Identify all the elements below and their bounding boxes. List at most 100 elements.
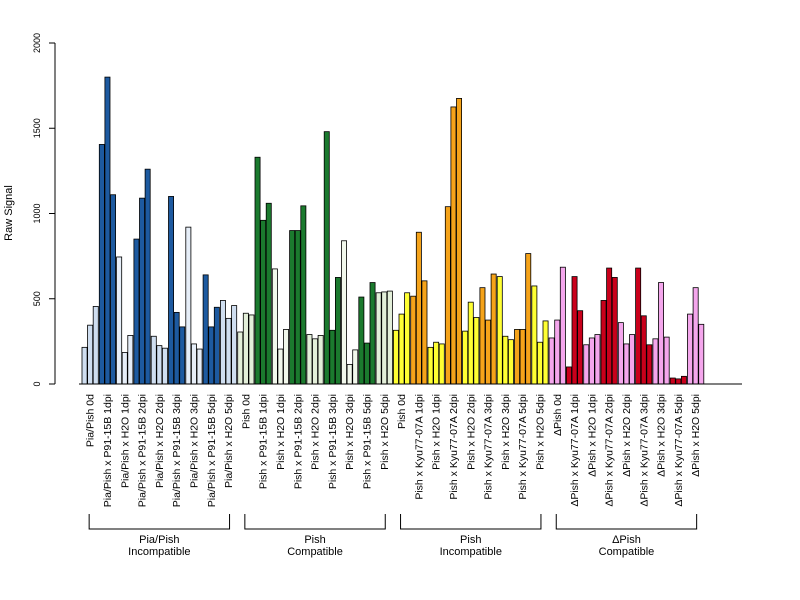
bar	[98, 144, 105, 385]
bar	[658, 282, 664, 385]
bar	[121, 352, 128, 385]
bar	[116, 256, 123, 385]
bar	[450, 106, 457, 385]
x-tick-label: Pish x H2O 5dpi	[534, 394, 546, 470]
bar	[646, 344, 653, 385]
bar	[265, 202, 272, 385]
bar	[323, 131, 330, 385]
bar	[531, 285, 538, 385]
bar	[404, 292, 411, 385]
group-label-line2: Incompatible	[440, 546, 502, 558]
bar	[490, 273, 497, 385]
bar	[156, 345, 163, 385]
bar	[548, 337, 555, 385]
bar	[583, 344, 590, 385]
group-label-line1: Pish	[460, 534, 481, 546]
bar	[300, 205, 307, 385]
bar	[127, 335, 134, 385]
y-axis: 0 500 1000 1500 2000	[32, 33, 56, 387]
bar	[398, 313, 405, 385]
bar	[433, 341, 440, 385]
bar	[681, 375, 687, 385]
bar	[669, 377, 676, 385]
x-tick-label: Pish x P91-15B 3dpi	[327, 394, 339, 489]
bar	[381, 291, 388, 385]
x-tick-label: Pish x Kyu77-07A 5dpi	[517, 394, 529, 500]
x-tick-label: Pish x Kyu77-07A 3dpi	[483, 394, 495, 500]
x-tick-label: Pish x P91-15B 2dpi	[292, 394, 304, 489]
bar	[363, 342, 370, 385]
bar	[190, 343, 197, 385]
bar	[675, 378, 682, 385]
bar	[341, 240, 347, 385]
bar	[334, 277, 341, 385]
x-tick-label: Pish x H2O 5dpi	[379, 394, 391, 470]
x-tick-label: Pish x P91-15B 5dpi	[361, 394, 373, 489]
bar	[260, 219, 267, 385]
bar	[196, 348, 203, 385]
x-tick-label: Pia/Pish x H2O 3dpi	[188, 394, 200, 488]
bar	[502, 335, 509, 385]
x-tick-label: Pish x H2O 2dpi	[310, 394, 322, 470]
group-bracket	[400, 514, 542, 530]
bar	[663, 336, 670, 385]
y-tick-label: 500	[32, 291, 42, 306]
bar	[312, 338, 318, 385]
bar	[514, 329, 520, 385]
x-tick-label: ΔPish x Kyu77-07A 3dpi	[638, 394, 650, 507]
x-tick-label: Pia/Pish x P91-15B 2dpi	[137, 394, 149, 507]
x-tick-label: Pia/Pish x P91-15B 5dpi	[206, 394, 218, 507]
bar	[358, 296, 365, 385]
bar	[652, 338, 659, 385]
bar	[92, 306, 99, 385]
bar	[507, 339, 514, 385]
bar	[352, 349, 359, 385]
bar	[104, 76, 111, 385]
bar	[329, 329, 336, 385]
bar	[692, 287, 699, 385]
bar	[554, 319, 561, 385]
x-tick-label: ΔPish x H2O 2dpi	[621, 394, 633, 477]
bar	[213, 306, 220, 385]
y-axis-label: Raw Signal	[3, 185, 15, 241]
bar	[254, 156, 261, 385]
bar	[519, 329, 526, 385]
bar	[606, 267, 613, 385]
x-tick-label: Pia/Pish x H2O 2dpi	[154, 394, 166, 488]
bar	[542, 320, 549, 385]
bar	[150, 335, 157, 385]
bar	[600, 300, 607, 385]
group-label-line2: Compatible	[287, 546, 343, 558]
x-tick-labels: Pia/Pish 0d Pia/Pish x P91-15B 1dpi Pia/Pi…	[85, 394, 703, 507]
bar	[386, 290, 393, 385]
bar	[219, 300, 226, 385]
group-label-line1: Pish	[304, 534, 325, 546]
bar	[594, 334, 601, 385]
group-label-line1: ΔPish	[612, 534, 641, 546]
bar	[277, 348, 284, 385]
bar	[168, 196, 174, 385]
bar	[485, 319, 491, 385]
x-tick-label: ΔPish x H2O 1dpi	[586, 394, 598, 477]
bar	[81, 346, 88, 385]
bar	[467, 301, 474, 385]
bar	[242, 312, 249, 385]
bar	[225, 317, 232, 385]
group-bracket	[88, 514, 231, 530]
x-tick-label: ΔPish x H2O 5dpi	[690, 394, 702, 477]
bar	[283, 329, 289, 385]
x-tick-label: Pish x H2O 1dpi	[431, 394, 443, 470]
x-tick-label: Pia/Pish x P91-15B 3dpi	[171, 394, 183, 507]
bar	[456, 98, 462, 385]
bar	[444, 206, 451, 385]
bar	[571, 276, 578, 385]
bar	[640, 315, 647, 385]
bar	[248, 314, 255, 385]
bar	[202, 274, 209, 385]
bar	[577, 310, 584, 385]
y-tick-label: 1000	[32, 203, 42, 223]
bar	[179, 326, 186, 385]
group-brackets: Pia/PishIncompatiblePishCompatiblePishIn…	[88, 514, 698, 558]
bar	[87, 324, 94, 385]
